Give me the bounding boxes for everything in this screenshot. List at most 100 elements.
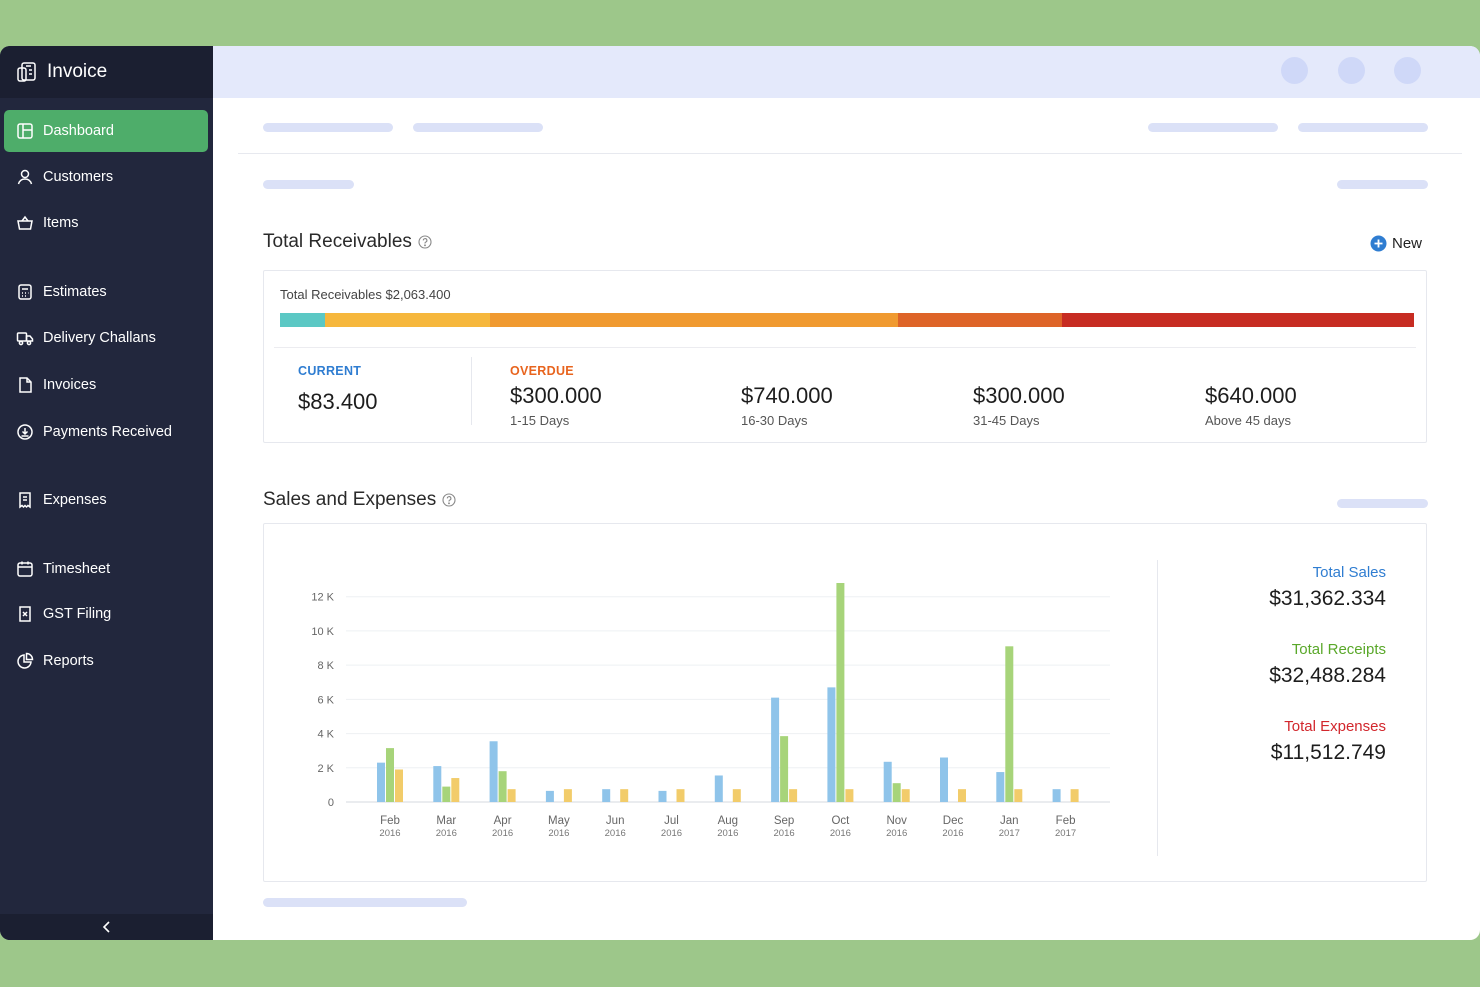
- overdue-amount-16-30[interactable]: $740.000: [741, 383, 833, 408]
- chart-bar: [658, 790, 667, 802]
- receivables-card: Total Receivables $2,063.400 CURRENT $83…: [263, 270, 1427, 443]
- y-tick-label: 4 K: [317, 729, 334, 741]
- new-button-label: New: [1392, 235, 1423, 252]
- sidebar-item-items[interactable]: Items: [4, 202, 208, 244]
- help-icon[interactable]: [442, 493, 456, 507]
- chart-bar: [901, 789, 910, 802]
- sidebar-item-label: Items: [43, 215, 79, 231]
- sidebar-item-label: GST Filing: [43, 606, 112, 622]
- chart-bar: [676, 789, 685, 802]
- chart-bar: [1014, 789, 1023, 802]
- x-tick-year: 2016: [492, 828, 513, 839]
- x-tick-year: 2016: [548, 828, 569, 839]
- chart-bar: [498, 771, 507, 802]
- divider: [471, 357, 472, 425]
- sidebar-item-label: Invoices: [43, 377, 97, 393]
- sidebar-item-estimates[interactable]: Estimates: [4, 271, 208, 313]
- sidebar-collapse-button[interactable]: [0, 914, 213, 940]
- sidebar-item-invoices[interactable]: Invoices: [4, 364, 208, 406]
- sidebar-item-label: Customers: [43, 169, 114, 185]
- chart-bar: [714, 775, 723, 802]
- y-tick-label: 8 K: [317, 660, 334, 672]
- placeholder-bar: [1337, 499, 1428, 508]
- sidebar-item-reports[interactable]: Reports: [4, 640, 208, 682]
- x-tick-label: Aug: [718, 815, 738, 827]
- header-avatar-2[interactable]: [1338, 57, 1365, 84]
- brand-name: Invoice: [47, 61, 108, 82]
- x-tick-year: 2016: [436, 828, 457, 839]
- calculator-icon: [18, 284, 32, 300]
- placeholder-bar: [413, 123, 543, 132]
- invoice-logo-icon: [17, 62, 36, 82]
- sidebar: Invoice Dashboard Customers Items Estima…: [0, 46, 213, 940]
- brand[interactable]: Invoice: [0, 46, 213, 98]
- sidebar-item-label: Timesheet: [43, 561, 111, 577]
- chart-bar: [442, 786, 451, 802]
- chart-bar: [732, 789, 741, 802]
- chart-bar: [1005, 646, 1014, 802]
- new-button[interactable]: New: [1370, 235, 1422, 252]
- overdue-amount-above-45[interactable]: $640.000: [1205, 383, 1297, 408]
- sidebar-item-label: Delivery Challans: [43, 330, 156, 346]
- current-amount: $83.400: [298, 389, 378, 414]
- current-label: CURRENT: [298, 364, 362, 378]
- chart-bar: [789, 789, 798, 802]
- sidebar-item-expenses[interactable]: Expenses: [4, 479, 208, 521]
- app-window: Invoice Dashboard Customers Items Estima…: [0, 46, 1480, 940]
- chart-bar: [827, 687, 836, 802]
- x-tick-label: Dec: [943, 815, 964, 827]
- chart-bar: [845, 789, 854, 802]
- help-icon[interactable]: [418, 235, 432, 249]
- header-avatar-3[interactable]: [1394, 57, 1421, 84]
- divider: [274, 347, 1416, 348]
- x-tick-label: Nov: [886, 815, 907, 827]
- placeholder-bar: [263, 898, 467, 907]
- y-tick-label: 12 K: [311, 592, 334, 604]
- sidebar-item-timesheet[interactable]: Timesheet: [4, 548, 208, 590]
- x-tick-year: 2016: [942, 828, 963, 839]
- y-tick-label: 0: [328, 797, 334, 809]
- sidebar-item-dashboard[interactable]: Dashboard: [4, 110, 208, 152]
- placeholder-bar: [263, 180, 354, 189]
- plus-circle-icon: [1370, 235, 1387, 252]
- sidebar-item-delivery-challans[interactable]: Delivery Challans: [4, 317, 208, 359]
- placeholder-bar: [1298, 123, 1428, 132]
- y-tick-label: 6 K: [317, 694, 334, 706]
- chart-bar: [507, 789, 516, 802]
- receivables-progress-bar: [280, 313, 1414, 327]
- overdue-label: OVERDUE: [510, 364, 574, 378]
- receivables-segment: [898, 313, 1063, 327]
- overdue-range-16-30: 16-30 Days: [741, 413, 808, 428]
- sidebar-item-gst-filing[interactable]: GST Filing: [4, 593, 208, 635]
- y-tick-label: 2 K: [317, 763, 334, 775]
- sidebar-item-label: Dashboard: [43, 123, 114, 139]
- chart-bar: [386, 748, 394, 802]
- sidebar-item-customers[interactable]: Customers: [4, 156, 208, 198]
- chart-bar: [780, 736, 789, 802]
- total-sales-value: $31,362.334: [1269, 587, 1386, 610]
- overdue-amount-31-45[interactable]: $300.000: [973, 383, 1065, 408]
- total-sales-label: Total Sales: [1312, 564, 1386, 581]
- x-tick-year: 2017: [999, 828, 1020, 839]
- chart-bar: [451, 778, 460, 802]
- pie-chart-icon: [17, 652, 34, 669]
- x-tick-label: Mar: [436, 815, 456, 827]
- receipt-icon: [19, 492, 31, 509]
- sidebar-item-label: Estimates: [43, 284, 107, 300]
- chart-bar: [836, 583, 845, 802]
- header-avatar-1[interactable]: [1281, 57, 1308, 84]
- x-tick-label: Oct: [831, 815, 850, 827]
- sidebar-item-payments-received[interactable]: Payments Received: [4, 411, 208, 453]
- total-receivables-label: Total Receivables $2,063.400: [280, 287, 451, 302]
- chart-bar: [940, 757, 948, 802]
- gst-icon: [19, 606, 31, 622]
- overdue-amount-1-15[interactable]: $300.000: [510, 383, 602, 408]
- x-tick-label: Feb: [1056, 815, 1076, 827]
- placeholder-bar: [1148, 123, 1278, 132]
- document-icon: [19, 377, 32, 393]
- sidebar-item-label: Reports: [43, 653, 94, 669]
- y-tick-label: 10 K: [311, 626, 334, 638]
- total-expenses: Total Expenses $11,512.749: [1271, 718, 1386, 765]
- overdue-range-1-15: 1-15 Days: [510, 413, 570, 428]
- total-sales: Total Sales $31,362.334: [1269, 564, 1386, 611]
